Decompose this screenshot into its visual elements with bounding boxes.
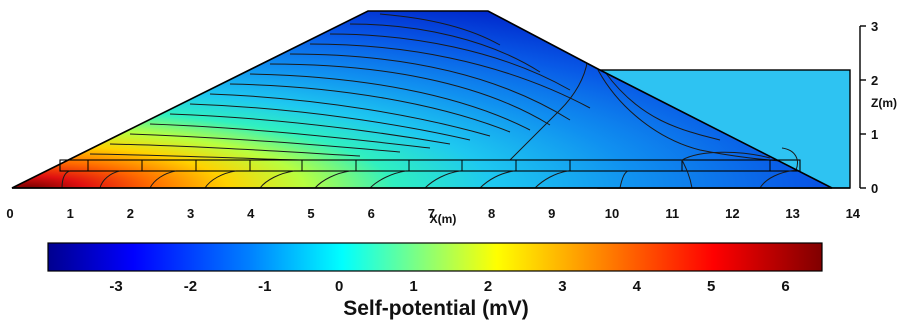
x-tick-3: 3 — [187, 206, 194, 221]
dam-body — [12, 11, 832, 188]
x-tick-4: 4 — [247, 206, 255, 221]
x-tick-13: 13 — [785, 206, 799, 221]
colorbar-tick--1: -1 — [258, 278, 271, 295]
colorbar-tick-6: 6 — [781, 278, 789, 295]
colorbar-tick--2: -2 — [184, 278, 197, 295]
z-tick-2: 2 — [871, 73, 878, 88]
toe-contours — [61, 147, 798, 189]
x-tick-5: 5 — [307, 206, 314, 221]
colorbar-tick-4: 4 — [633, 278, 642, 295]
colorbar-tick-3: 3 — [558, 278, 566, 295]
z-tick-1: 1 — [871, 127, 878, 142]
z-tick-0: 0 — [871, 181, 878, 196]
x-tick-9: 9 — [548, 206, 555, 221]
colorbar-tick-2: 2 — [484, 278, 492, 295]
x-axis-label: X(m) — [430, 212, 457, 226]
colorbar-tick--3: -3 — [109, 278, 122, 295]
equipotential-contours — [89, 11, 791, 163]
z-axis: 0 1 2 3 Z(m) — [859, 19, 897, 196]
drain-segments — [87, 160, 771, 171]
x-tick-6: 6 — [368, 206, 375, 221]
z-tick-3: 3 — [871, 19, 878, 34]
x-tick-11: 11 — [665, 206, 679, 221]
z-axis-label: Z(m) — [871, 96, 897, 110]
colorbar — [47, 242, 823, 272]
colorbar-title: Self-potential (mV) — [343, 297, 529, 320]
colorbar-tick-0: 0 — [335, 278, 343, 295]
x-tick-7: 7 — [428, 206, 435, 221]
x-tick-14: 14 — [846, 206, 861, 221]
colorbar-tick-1: 1 — [409, 278, 417, 295]
colorbar-tick-5: 5 — [707, 278, 715, 295]
x-tick-0: 0 — [6, 206, 13, 221]
x-axis: 0 1 2 3 4 5 6 7 8 9 10 11 12 13 14 — [6, 206, 860, 221]
x-tick-8: 8 — [488, 206, 495, 221]
x-tick-1: 1 — [67, 206, 74, 221]
colorbar-ticks: -3 -2 -1 0 1 2 3 4 5 6 — [109, 278, 789, 295]
x-tick-10: 10 — [605, 206, 619, 221]
x-tick-2: 2 — [127, 206, 134, 221]
x-tick-12: 12 — [725, 206, 739, 221]
drain-strip — [59, 159, 801, 172]
